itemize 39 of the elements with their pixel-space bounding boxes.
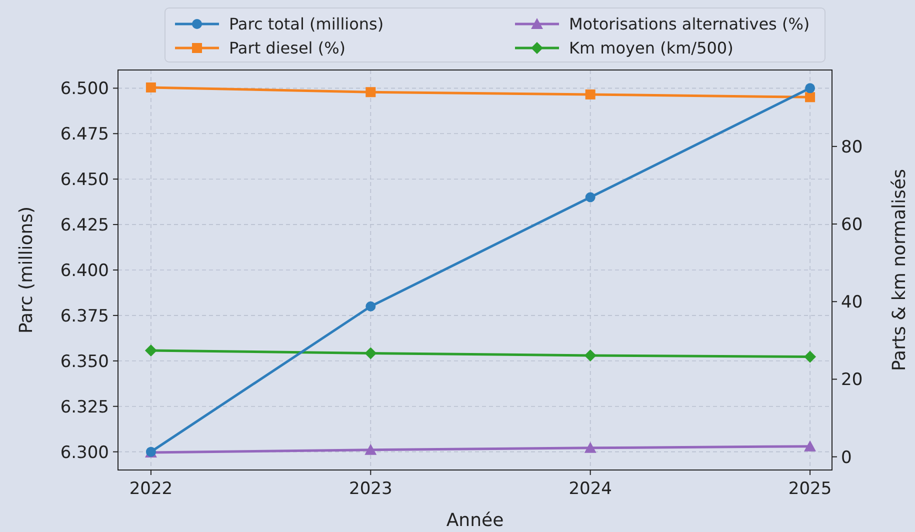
x-tick-label: 2025 <box>788 479 832 499</box>
point <box>584 442 596 453</box>
y-tick-label: 6.300 <box>60 442 109 463</box>
point <box>144 344 157 357</box>
point <box>805 92 816 102</box>
legend-label: Motorisations alternatives (%) <box>569 14 810 34</box>
y-axis-title: Parc (millions) <box>16 206 37 334</box>
y-tick-label: 6.500 <box>60 79 109 100</box>
y-tick-label: 6.400 <box>60 260 109 281</box>
legend-label: Km moyen (km/500) <box>569 38 734 58</box>
point <box>805 83 816 94</box>
y2-tick-label: 60 <box>841 214 863 235</box>
point <box>584 350 596 362</box>
y2-tick-label: 80 <box>841 137 863 158</box>
y-tick-label: 6.450 <box>60 170 109 190</box>
y-tick-label: 6.325 <box>60 397 109 418</box>
point <box>364 444 377 455</box>
point <box>364 347 377 360</box>
y-tick-label: 6.425 <box>60 215 109 236</box>
point <box>804 440 816 452</box>
point <box>585 89 596 100</box>
point <box>585 192 596 202</box>
x-axis-title: Année <box>446 510 504 531</box>
x-tick-label: 2022 <box>129 479 173 499</box>
y-tick-label: 6.475 <box>60 124 109 145</box>
y2-tick-label: 20 <box>841 370 863 390</box>
point <box>366 301 376 312</box>
y-tick-label: 6.375 <box>60 306 109 326</box>
y2-tick-label: 40 <box>841 292 863 313</box>
x-tick-label: 2023 <box>349 479 392 499</box>
legend-label: Part diesel (%) <box>229 38 346 58</box>
point <box>804 350 816 363</box>
y-tick-label: 6.350 <box>60 352 109 372</box>
y2-tick-label: 0 <box>841 448 852 468</box>
point <box>146 82 156 92</box>
x-tick-label: 2024 <box>568 479 612 499</box>
point <box>366 87 376 98</box>
legend-label: Parc total (millions) <box>229 14 384 34</box>
y2-axis-title: Parts & km normalisés <box>889 169 910 371</box>
